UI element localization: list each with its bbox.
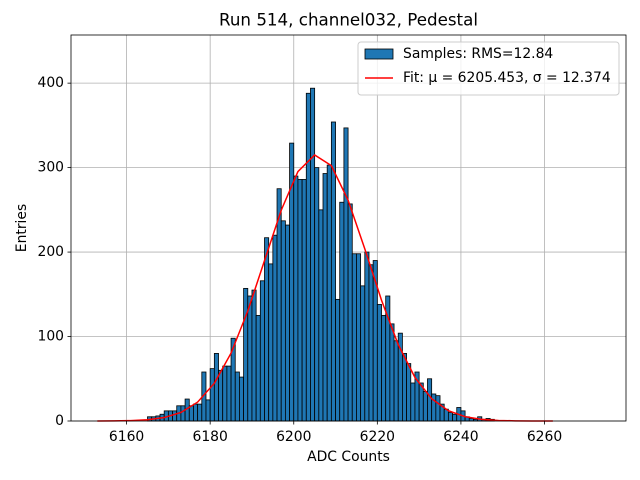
x-tick-label: 6240 xyxy=(443,429,478,445)
bar xyxy=(297,179,303,422)
bar xyxy=(272,234,278,422)
bar xyxy=(318,209,324,422)
legend-label: Fit: μ = 6205.453, σ = 12.374 xyxy=(403,70,611,86)
x-tick-label: 6200 xyxy=(276,429,311,445)
bar xyxy=(213,353,219,422)
bar xyxy=(209,368,215,422)
bar xyxy=(310,87,316,422)
bar xyxy=(255,315,261,422)
bar xyxy=(356,253,362,422)
bar xyxy=(243,287,249,422)
bar xyxy=(226,365,232,422)
bar xyxy=(197,403,203,422)
bar xyxy=(276,188,282,422)
bar xyxy=(452,413,458,422)
y-tick-label: 0 xyxy=(55,413,64,429)
bar xyxy=(347,203,353,422)
y-tick-label: 100 xyxy=(37,329,64,345)
bar xyxy=(406,363,412,422)
x-tick-label: 6180 xyxy=(192,429,227,445)
bar xyxy=(280,220,286,422)
bar xyxy=(418,382,424,422)
bar xyxy=(376,304,382,422)
bar xyxy=(431,393,437,422)
legend-box xyxy=(357,41,620,96)
legend-label: Samples: RMS=12.84 xyxy=(403,46,553,62)
bar xyxy=(301,179,307,422)
bar xyxy=(389,323,395,422)
bar xyxy=(239,376,245,422)
bar xyxy=(364,251,370,422)
bar xyxy=(368,264,374,422)
bar xyxy=(268,263,274,422)
y-tick-label: 300 xyxy=(37,160,64,176)
legend: Samples: RMS=12.84 Fit: μ = 6205.453, σ =… xyxy=(357,41,620,96)
bar xyxy=(422,391,428,422)
bar xyxy=(435,395,441,422)
bar xyxy=(326,164,332,422)
chart-title: Run 514, channel032, Pedestal xyxy=(219,10,478,30)
bar xyxy=(427,378,433,422)
bar xyxy=(222,365,228,422)
y-tick-label: 400 xyxy=(37,75,64,91)
bar xyxy=(264,237,270,422)
bar xyxy=(335,298,341,422)
plot-frame xyxy=(70,34,627,422)
bar xyxy=(360,285,366,422)
bar xyxy=(343,127,349,422)
y-axis-label: Entries xyxy=(14,204,30,252)
x-axis-label: ADC Counts xyxy=(307,449,390,465)
bar xyxy=(322,173,328,422)
bar xyxy=(251,289,257,422)
bar xyxy=(381,315,387,422)
bar xyxy=(314,167,320,422)
bar xyxy=(180,405,186,422)
y-tick-label: 200 xyxy=(37,244,64,260)
bar xyxy=(193,403,199,422)
bar xyxy=(339,201,345,422)
bar xyxy=(393,340,399,422)
x-tick-label: 6160 xyxy=(109,429,144,445)
bar xyxy=(172,410,178,422)
bar xyxy=(188,405,194,422)
bar xyxy=(410,382,416,422)
bar xyxy=(447,412,453,422)
bar xyxy=(351,253,357,422)
bar xyxy=(218,369,224,422)
bar xyxy=(247,295,253,422)
fit-line xyxy=(97,153,553,422)
bar xyxy=(284,224,290,422)
bar xyxy=(293,175,299,422)
bar xyxy=(402,353,407,422)
bar xyxy=(234,371,240,422)
bar xyxy=(259,280,265,422)
bar xyxy=(205,399,211,422)
legend-patch xyxy=(364,48,394,60)
fit-curve xyxy=(97,153,553,422)
x-tick-label: 6220 xyxy=(360,429,395,445)
x-tick-label: 6260 xyxy=(527,429,562,445)
axes: 6160 6180 6200 6220 6240 6260 0 100 200 300 400 xyxy=(37,75,562,445)
bar xyxy=(305,92,311,422)
